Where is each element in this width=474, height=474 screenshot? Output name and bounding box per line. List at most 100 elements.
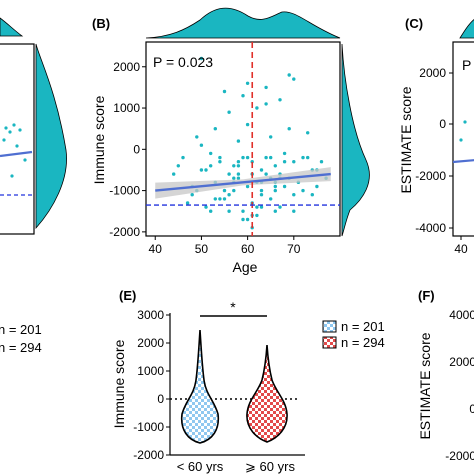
panel-c-points [459,120,467,142]
scatter-point [232,164,236,168]
scatter-point [232,176,236,180]
y-tick-label: 3000 [137,308,164,322]
x-tick-label: 70 [287,242,301,256]
y-tick-label: -1000 [109,184,140,198]
violin-under-60 [180,329,220,444]
panel-c-ytick: 2000 [419,66,446,80]
scatter-point [245,184,250,189]
y-tick-label: 0 [133,142,140,156]
scatter-point [292,209,296,213]
panel-e-xcat-under-60: < 60 yrs [177,459,224,474]
scatter-point [259,168,264,172]
panel-c-p-fragment: P [462,57,471,73]
scatter-point [287,127,291,131]
scatter-point [319,160,324,164]
panel-a-fragment: n = 201 n = 294 [0,17,67,355]
scatter-point [241,94,245,98]
panel-f-ytick: 4000 [449,308,474,322]
panel-b: (B) -2000 -1000 0 1000 2000 40 50 60 70 P = 0.0… [91,7,370,275]
legend-label-n201: n = 201 [341,319,385,334]
panel-e-y-label: Immune score [111,339,127,428]
scatter-point [306,131,310,135]
panel-a-points [2,123,27,178]
scatter-point [264,172,268,176]
panel-c-trend-line [452,159,474,164]
scatter-point [292,77,296,81]
scatter-point [236,139,241,143]
panel-c-top-density [459,19,474,39]
y-tick-label: 1000 [113,101,140,115]
scatter-point [190,193,194,197]
panel-e-label: (E) [119,288,136,303]
panel-b-plot-frame [145,41,341,237]
scatter-point [278,98,282,102]
panel-b-label: (B) [92,16,110,31]
scatter-point [241,217,245,222]
scatter-point [209,209,213,213]
scatter-point [269,197,273,201]
scatter-point [218,155,222,160]
panel-c-ytick: -4000 [415,221,446,235]
scatter-point [199,56,204,61]
scatter-point [278,205,282,209]
scatter-point [269,155,273,160]
scatter-point [227,110,231,114]
scatter-point [213,127,217,131]
panel-b-y-axis: -2000 -1000 0 1000 2000 [109,60,146,239]
scatter-point [306,155,310,160]
scatter-point [315,184,319,189]
scatter-point [273,209,277,213]
scatter-point [236,160,241,164]
scatter-point [185,201,190,205]
scatter-point [204,168,208,172]
significance-star: * [230,299,236,315]
scatter-point [209,164,213,168]
panel-a-right-density [35,43,67,230]
scatter-point [241,155,245,160]
scatter-point [222,197,227,201]
scatter-point [264,85,268,90]
scatter-point [259,205,264,209]
scatter-point [301,188,305,193]
scatter-point [241,209,245,213]
scatter-point [255,106,259,110]
scatter-point [282,160,287,164]
panel-f-label: (F) [418,288,435,303]
legend-label-n294: n = 294 [341,335,385,350]
scatter-point [264,102,268,106]
panel-c-ytick: 0 [439,117,446,131]
scatter-point [250,160,254,164]
panel-f-ytick: 2000 [449,355,474,369]
legend-swatch-blue [322,320,337,333]
scatter-point [245,81,250,86]
scatter-point [199,143,204,147]
panel-c-ytick: -2000 [415,169,446,183]
panel-e-y-axis: 3000 2000 1000 0 -1000 -2000 [133,308,171,462]
panel-c-y-axis: 2000 0 -2000 -4000 [415,66,453,235]
y-tick-label: -1000 [133,420,164,434]
scatter-point [195,135,199,139]
y-tick-label: 1000 [137,364,164,378]
panel-e: (E) 3000 2000 1000 0 -1000 -2000 * n = 201 n … [111,288,385,474]
scatter-point [245,155,250,160]
scatter-point [269,135,273,139]
panel-b-x-label: Age [233,259,258,275]
scatter-point [172,172,176,176]
panel-c-y-label: ESTIMATE score [398,86,414,193]
scatter-point [236,176,241,180]
scatter-point [292,160,296,164]
y-tick-label: 0 [157,392,164,406]
panel-c-plot-frame [452,41,474,237]
panel-f-ytick: 0 [469,402,474,416]
scatter-point [199,168,204,172]
scatter-point [204,205,208,209]
scatter-point [310,193,314,197]
scatter-point [245,122,250,127]
panel-a-trend-line [0,150,33,158]
panel-b-scatter-points [172,56,328,230]
scatter-point [264,155,268,160]
panel-a-plot-frame [0,43,35,235]
panel-b-y-label: Immune score [91,95,107,184]
scatter-point [282,184,287,189]
scatter-point [273,184,277,189]
